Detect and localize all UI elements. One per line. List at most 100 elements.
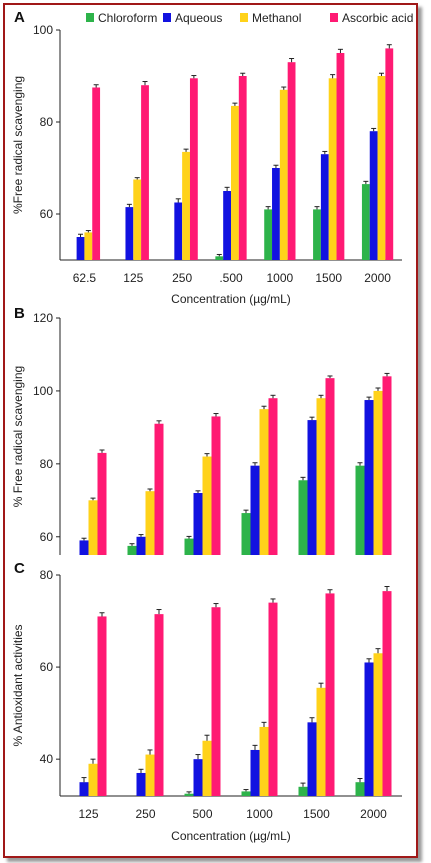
panel-a-x-tick-label: 125 (123, 271, 143, 285)
panel-a-bar-ascorbic-acid (336, 53, 345, 260)
panel-a-bar-ascorbic-acid (238, 76, 247, 260)
panel-c-x-tick-label: 1500 (303, 807, 330, 821)
panel-c-bar-ascorbic-acid (325, 593, 335, 796)
legend-label-chloroform: Chloroform (98, 11, 157, 25)
panel-a-bar-aqueous (272, 168, 280, 260)
panel-a-bar-aqueous (125, 207, 134, 260)
panel-a-y-tick-label: 60 (40, 207, 54, 221)
panel-c-bar-methanol (316, 687, 326, 796)
panel-c-bar-ascorbic-acid (97, 616, 107, 796)
panel-b-bar-aqueous (79, 540, 89, 555)
panel-b-bar-ascorbic-acid (211, 416, 221, 555)
panel-a-bar-ascorbic-acid (287, 62, 296, 261)
panel-a-x-tick-label: .500 (219, 271, 243, 285)
panel-a-bar-ascorbic-acid (189, 78, 198, 260)
legend-swatch-ascorbic-acid (330, 13, 338, 22)
panel-a-bar-aqueous (369, 131, 378, 260)
panel-a-x-tick-label: 2000 (364, 271, 391, 285)
panel-a-bar-ascorbic-acid (385, 48, 394, 261)
panel-c-bar-methanol (373, 653, 383, 796)
panel-b-bar-methanol (316, 398, 326, 555)
legend-label-methanol: Methanol (252, 11, 301, 25)
panel-b-letter: B (14, 305, 25, 322)
legend-swatch-methanol (240, 13, 248, 22)
panel-c-bar-chloroform (355, 782, 365, 796)
panel-c-bar-methanol (202, 740, 212, 796)
panel-a-bar-chloroform (313, 209, 321, 260)
panel-c-y-tick-label: 60 (40, 660, 54, 674)
panel-b-bar-aqueous (250, 465, 260, 555)
panel-a-y-tick-label: 100 (33, 23, 53, 37)
panel-b-y-tick-label: 100 (33, 384, 53, 398)
panel-a-bar-methanol (377, 76, 386, 260)
panel-c-bar-methanol (259, 726, 269, 796)
panel-c-bar-aqueous (307, 722, 317, 796)
panel-c-x-axis-label: Concentration (µg/mL) (171, 829, 291, 843)
panel-c-x-tick-label: 500 (192, 807, 212, 821)
panel-c-bar-chloroform (241, 791, 251, 796)
panel-b-bar-chloroform (184, 538, 194, 555)
panel-b-bar-aqueous (136, 536, 146, 555)
panel-a-bar-methanol (133, 179, 142, 260)
panel-a-bar-chloroform (264, 209, 273, 260)
panel-a-bar-aqueous (320, 154, 329, 260)
panel-c-bar-aqueous (136, 772, 146, 796)
panel-a-x-axis-label: Concentration (µg/mL) (171, 292, 291, 306)
panel-a-x-tick-label: 1000 (267, 271, 294, 285)
panel-c-bar-methanol (88, 763, 98, 796)
panel-a-bar-methanol (84, 232, 93, 260)
panel-c-bar-chloroform (184, 793, 194, 796)
panel-b-bar-aqueous (364, 400, 374, 555)
panel-a-x-tick-label: 250 (172, 271, 192, 285)
panel-c-bar-ascorbic-acid (268, 602, 278, 796)
panel-b-bar-ascorbic-acid (97, 452, 107, 555)
panel-a-x-tick-label: 1500 (315, 271, 342, 285)
panel-c-letter: C (14, 560, 25, 577)
panel-b-bar-methanol (373, 390, 383, 555)
panel-b-y-tick-label: 120 (33, 311, 53, 325)
legend-label-aqueous: Aqueous (175, 11, 222, 25)
panel-c-y-tick-label: 80 (40, 568, 54, 582)
panel-c-bar-aqueous (364, 662, 374, 796)
panel-a-bar-chloroform (361, 184, 370, 260)
panel-b-y-tick-label: 80 (40, 457, 54, 471)
panel-b-bar-chloroform (355, 465, 365, 555)
panel-a-bar-ascorbic-acid (92, 87, 101, 260)
panel-b-y-axis-label: % Free radical scavenging (11, 366, 25, 507)
panel-c-x-tick-label: 250 (135, 807, 155, 821)
panel-a-y-tick-label: 80 (40, 115, 54, 129)
panel-c-y-axis-label: % Antioxidant activities (11, 624, 25, 746)
panel-b-bar-chloroform (241, 513, 251, 555)
panel-b-bar-aqueous (307, 420, 317, 555)
panel-c-bar-ascorbic-acid (211, 607, 221, 796)
panel-b-bar-ascorbic-acid (382, 376, 392, 555)
panel-c-y-tick-label: 40 (40, 752, 54, 766)
panel-b-bar-chloroform (298, 480, 308, 555)
panel-c-bar-aqueous (79, 782, 89, 796)
panel-a-letter: A (14, 9, 25, 26)
legend-label-ascorbic-acid: Ascorbic acid (342, 11, 413, 25)
panel-c-bar-ascorbic-acid (382, 591, 392, 796)
legend-swatch-chloroform (86, 13, 94, 22)
panel-a-bar-chloroform (215, 256, 224, 260)
panel-c-bar-aqueous (250, 749, 260, 796)
legend-swatch-aqueous (163, 13, 171, 22)
panel-c-bar-ascorbic-acid (154, 614, 164, 796)
panel-a-bar-aqueous (223, 191, 231, 260)
panel-a-bar-methanol (279, 89, 288, 260)
figure-frame (3, 3, 418, 858)
panel-a-bar-ascorbic-acid (141, 85, 149, 260)
panel-c-bar-aqueous (193, 759, 203, 796)
panel-a-bar-aqueous (76, 237, 85, 260)
panel-b-bar-ascorbic-acid (268, 398, 278, 555)
panel-c-x-tick-label: 2000 (360, 807, 387, 821)
panel-b-y-tick-label: 60 (40, 530, 54, 544)
panel-a-bar-methanol (328, 78, 337, 260)
panel-a-bar-methanol (231, 105, 239, 261)
panel-a-x-tick-label: 62.5 (73, 271, 97, 285)
panel-c-x-tick-label: 1000 (246, 807, 273, 821)
panel-c-x-tick-label: 125 (78, 807, 98, 821)
panel-a-bar-aqueous (174, 202, 183, 260)
panel-c-bar-methanol (145, 754, 155, 796)
